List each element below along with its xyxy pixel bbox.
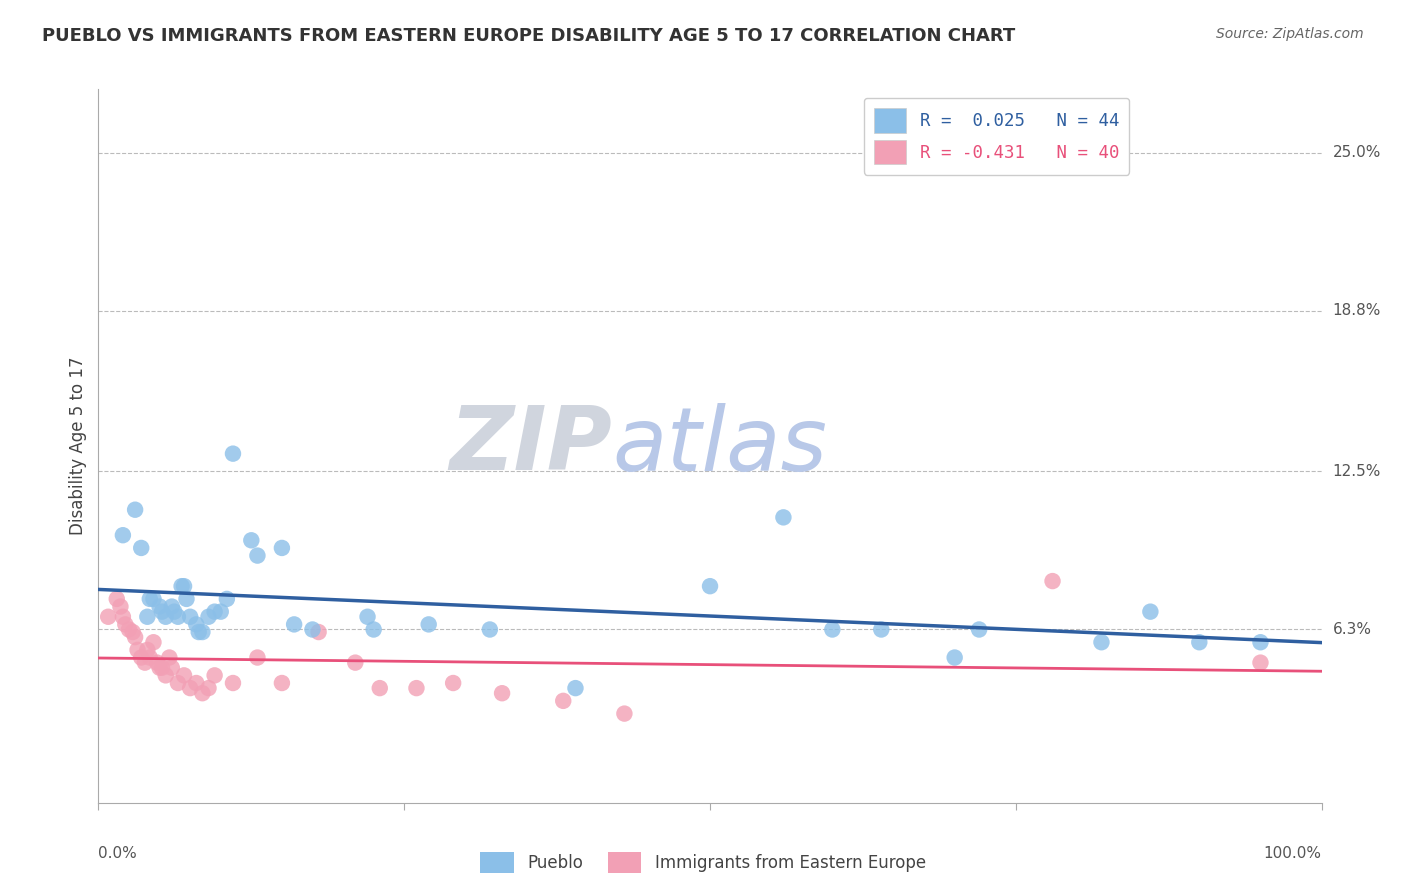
Point [124,630,146,644]
Point [157,650,180,665]
Point [222,676,245,690]
Text: 18.8%: 18.8% [1333,303,1381,318]
Point [564,681,586,695]
Point [146,656,169,670]
Point [204,605,226,619]
Point [1188,635,1211,649]
Point [197,681,219,695]
Point [1249,635,1271,649]
Point [441,676,464,690]
Point [111,609,134,624]
Point [553,694,575,708]
Point [772,510,794,524]
Text: Source: ZipAtlas.com: Source: ZipAtlas.com [1216,27,1364,41]
Point [967,623,990,637]
Point [160,661,183,675]
Point [155,668,177,682]
Point [150,661,173,675]
Point [155,609,177,624]
Point [118,623,141,637]
Point [110,599,132,614]
Point [270,676,294,690]
Point [142,635,165,649]
Point [418,617,440,632]
Point [405,681,427,695]
Point [204,668,226,682]
Point [344,656,367,670]
Point [1139,605,1161,619]
Text: PUEBLO VS IMMIGRANTS FROM EASTERN EUROPE DISABILITY AGE 5 TO 17 CORRELATION CHAR: PUEBLO VS IMMIGRANTS FROM EASTERN EUROPE… [42,27,1015,45]
Point [240,533,263,548]
Point [129,650,152,665]
Point [246,650,269,665]
Point [176,591,198,606]
Point [105,591,128,606]
Text: 12.5%: 12.5% [1333,464,1381,479]
Point [111,528,134,542]
Point [283,617,305,632]
Point [363,623,385,637]
Point [163,605,186,619]
Point [246,549,269,563]
Point [127,643,149,657]
Point [170,579,193,593]
Point [191,686,214,700]
Legend: R =  0.025   N = 44, R = -0.431   N = 40: R = 0.025 N = 44, R = -0.431 N = 40 [865,98,1129,175]
Point [114,617,136,632]
Point [1042,574,1064,588]
Point [139,591,162,606]
Point [142,591,165,606]
Text: 6.3%: 6.3% [1333,622,1372,637]
Point [270,541,294,555]
Text: atlas: atlas [612,403,827,489]
Point [186,676,208,690]
Point [149,599,172,614]
Point [129,541,152,555]
Point [149,661,172,675]
Point [187,625,209,640]
Point [134,656,156,670]
Point [97,609,120,624]
Point [308,625,330,640]
Text: ZIP: ZIP [450,402,612,490]
Text: 0.0%: 0.0% [98,846,138,861]
Point [136,643,159,657]
Point [124,502,146,516]
Point [368,681,391,695]
Point [173,579,195,593]
Point [943,650,966,665]
Point [186,617,208,632]
Point [179,681,201,695]
Point [173,668,195,682]
Point [197,609,219,624]
Point [1090,635,1112,649]
Point [191,625,214,640]
Point [209,605,232,619]
Text: 100.0%: 100.0% [1264,846,1322,861]
Point [222,447,245,461]
Point [356,609,378,624]
Point [150,605,173,619]
Point [179,609,201,624]
Point [167,676,190,690]
Point [1249,656,1271,670]
Point [121,625,143,640]
Point [478,623,501,637]
Point [160,599,183,614]
Point [136,609,159,624]
Point [301,623,323,637]
Y-axis label: Disability Age 5 to 17: Disability Age 5 to 17 [69,357,87,535]
Point [139,650,162,665]
Legend: Pueblo, Immigrants from Eastern Europe: Pueblo, Immigrants from Eastern Europe [474,846,932,880]
Point [167,609,190,624]
Point [215,591,238,606]
Point [699,579,721,593]
Text: 25.0%: 25.0% [1333,145,1381,161]
Point [491,686,513,700]
Point [870,623,893,637]
Point [613,706,636,721]
Point [821,623,844,637]
